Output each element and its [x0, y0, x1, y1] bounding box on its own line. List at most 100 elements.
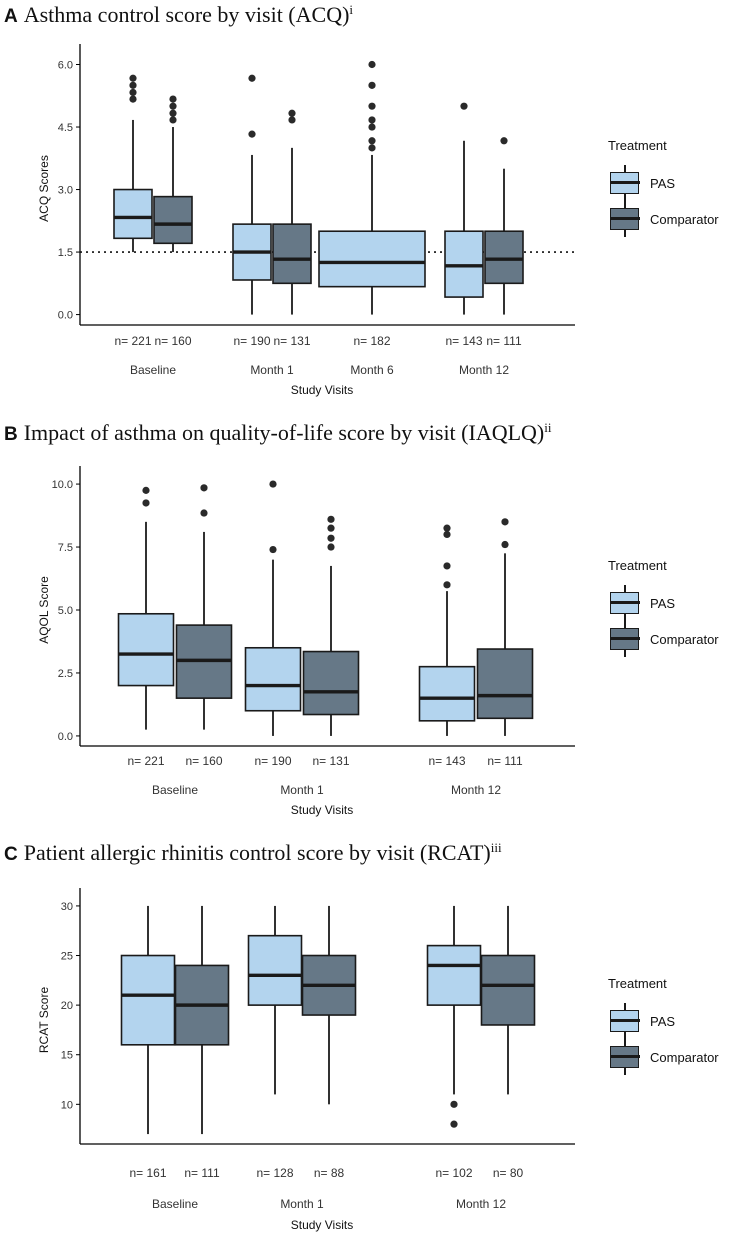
panel-b-title: B Impact of asthma on quality-of-life sco… [4, 420, 551, 446]
outlier-point-comparator-month-1 [327, 534, 335, 542]
y-tick-label: 25 [61, 951, 73, 963]
y-tick-label: 10.0 [52, 479, 73, 491]
legend-key-pas [608, 1003, 642, 1039]
legend-key-pas [608, 165, 642, 201]
legend-item-comparator: Comparator [608, 1039, 719, 1075]
legend-key-comparator [608, 1039, 642, 1075]
y-tick-label: 0.0 [58, 310, 73, 322]
panel-a-legend: Treatment PAS Comparator [608, 138, 719, 237]
box-pas-month-12 [418, 665, 476, 722]
outlier-point-pas-month-1 [269, 480, 277, 488]
y-tick-label: 7.5 [58, 542, 73, 554]
outlier-point-comparator-month-1 [288, 116, 296, 124]
y-tick-label: 4.5 [58, 122, 73, 134]
outlier-point-comparator-baseline [200, 509, 208, 517]
n-label-comparator-month-1: n= 131 [312, 754, 349, 768]
x-category-label-month-1: Month 1 [250, 363, 294, 377]
n-label-comparator-month-12: n= 80 [493, 1166, 524, 1180]
n-label-pas-month-1: n= 190 [233, 334, 270, 348]
box-pas-baseline [117, 612, 175, 687]
y-tick-label: 15 [61, 1050, 73, 1062]
legend-key-pas [608, 585, 642, 621]
box-comparator-month-1 [272, 223, 312, 285]
legend-label-comparator: Comparator [650, 211, 719, 227]
outlier-point-comparator-baseline [169, 102, 177, 110]
legend-key-comparator [608, 201, 642, 237]
y-axis-title: ACQ Scores [37, 155, 51, 222]
n-label-pas-baseline: n= 161 [129, 1166, 166, 1180]
x-category-label-baseline: Baseline [152, 1197, 198, 1211]
legend-key-comparator [608, 621, 642, 657]
panel-c-legend: Treatment PAS Comparator [608, 976, 719, 1075]
n-label-comparator-baseline: n= 111 [184, 1166, 220, 1180]
outlier-point-comparator-month-1 [327, 515, 335, 523]
outlier-point-pas-month-6 [368, 123, 376, 131]
y-tick-label: 30 [61, 901, 73, 913]
x-category-label-month-6: Month 6 [350, 363, 394, 377]
outlier-point-comparator-baseline [200, 484, 208, 492]
panel-b: 0.0 2.5 5.0 7.5 10.0 AQOL Score n= 221 n= 190 n=… [0, 418, 733, 826]
outlier-point-comparator-baseline [169, 109, 177, 117]
panel-a-title-sup: i [349, 1, 354, 17]
y-tick-label: 5.0 [58, 605, 73, 617]
panel-b-letter: B [4, 424, 18, 445]
n-label-comparator-month-1: n= 131 [273, 334, 310, 348]
n-label-pas-month-6: n= 182 [353, 334, 390, 348]
box-comparator-baseline [153, 195, 193, 245]
legend-item-pas: PAS [608, 1003, 719, 1039]
outlier-point-comparator-month-1 [327, 543, 335, 551]
n-label-pas-baseline: n= 221 [127, 754, 164, 768]
outlier-point-comparator-month-1 [288, 109, 296, 117]
outlier-point-pas-month-6 [368, 60, 376, 69]
n-label-pas-month-1: n= 128 [256, 1166, 293, 1180]
panel-a-letter: A [4, 6, 18, 27]
outlier-point-pas-month-6 [368, 144, 376, 152]
legend-title: Treatment [608, 558, 667, 573]
n-label-comparator-month-1: n= 88 [314, 1166, 345, 1180]
y-tick-label: 1.5 [58, 247, 73, 259]
outlier-point-pas-month-6 [368, 116, 376, 124]
n-label-pas-month-1: n= 190 [254, 754, 291, 768]
y-tick-label: 6.0 [58, 60, 73, 72]
outlier-point-pas-month-12 [443, 524, 451, 532]
box-pas-month-1 [247, 934, 303, 1006]
panel-b-title-sup: ii [544, 419, 552, 435]
x-category-label-month-12: Month 12 [456, 1197, 506, 1211]
outlier-point-pas-baseline [142, 499, 150, 507]
panel-b-title-text: Impact of asthma on quality-of-life scor… [23, 420, 545, 445]
box-pas-baseline [113, 188, 153, 240]
outlier-point-comparator-month-12 [500, 137, 508, 145]
n-label-pas-month-12: n= 102 [435, 1166, 472, 1180]
outlier-point-pas-month-6 [368, 81, 376, 89]
outlier-point-pas-month-6 [368, 102, 376, 110]
panel-a: 0.0 1.5 3.0 4.5 6.0 ACQ Scores n= 221 n= 190 n= … [0, 0, 733, 410]
y-tick-label: 3.0 [58, 185, 73, 197]
outlier-point-pas-month-1 [269, 545, 277, 554]
y-axis-title: RCAT Score [37, 987, 51, 1054]
box-comparator-month-12 [480, 954, 536, 1026]
x-category-label-month-12: Month 12 [451, 783, 501, 797]
legend-title: Treatment [608, 138, 667, 153]
outlier-point-pas-baseline [129, 81, 137, 89]
y-tick-label: 20 [61, 1000, 73, 1012]
aqol-boxplot-chart: 0.0 2.5 5.0 7.5 10.0 AQOL Score n= 221 n= 190 n=… [37, 466, 575, 817]
legend-title: Treatment [608, 976, 667, 991]
outlier-point-comparator-month-12 [501, 518, 509, 526]
x-axis-title: Study Visits [291, 803, 353, 817]
legend-item-pas: PAS [608, 165, 719, 201]
n-label-comparator-baseline: n= 160 [154, 334, 191, 348]
y-axis-title: AQOL Score [37, 576, 51, 644]
box-comparator-month-1 [302, 650, 360, 716]
box-pas-month-12 [426, 944, 482, 1006]
panel-a-title-text: Asthma control score by visit (ACQ) [23, 2, 350, 27]
outlier-point-pas-baseline [142, 486, 150, 494]
outlier-point-pas-month-12 [443, 581, 451, 589]
n-label-comparator-baseline: n= 160 [185, 754, 222, 768]
outlier-point-comparator-month-1 [327, 524, 335, 532]
outlier-point-pas-month-12 [450, 1120, 458, 1128]
panel-c-letter: C [4, 844, 18, 865]
outlier-point-pas-month-1 [248, 74, 256, 82]
x-axis-title: Study Visits [291, 1218, 353, 1232]
legend-item-comparator: Comparator [608, 621, 719, 657]
